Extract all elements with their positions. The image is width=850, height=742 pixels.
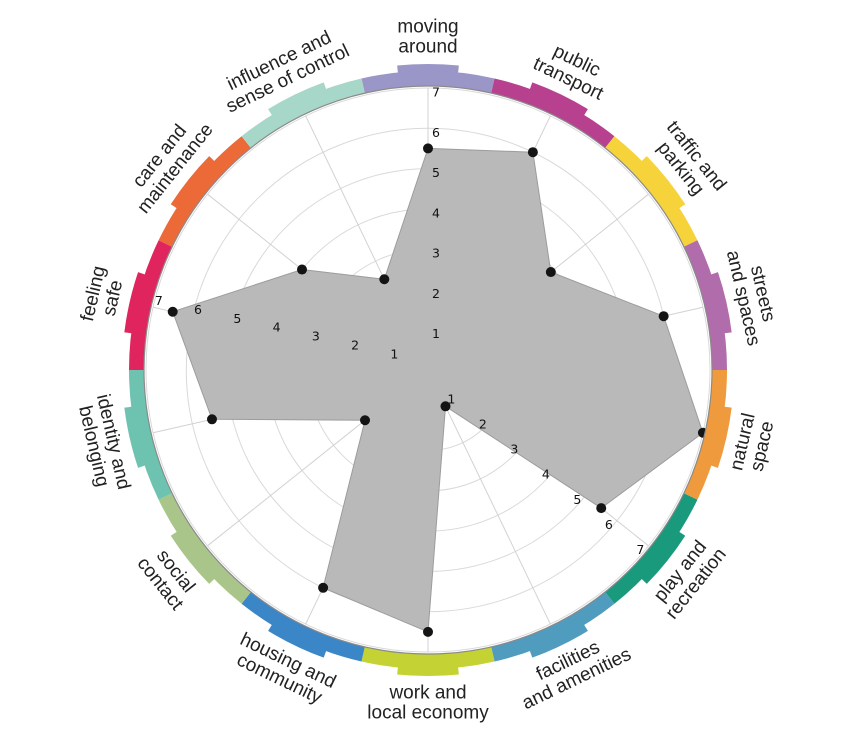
ring-tab-facilities-and-amenities [529, 624, 588, 658]
tick-label-play-and-recreation-7: 7 [636, 542, 644, 557]
tick-label-feeling-safe-3: 3 [312, 329, 320, 344]
tick-label-play-and-recreation-2: 2 [479, 417, 487, 432]
category-label-line: local economy [367, 703, 489, 724]
plot-boundary [143, 85, 713, 655]
ring-segment-natural-space [683, 370, 727, 500]
data-point-moving-around [423, 143, 433, 154]
ring-tab-public-transport [529, 82, 588, 116]
data-point-facilities-and-amenities [440, 401, 451, 412]
data-point-social-contact [360, 415, 371, 426]
data-point-identity-and-belonging [206, 414, 217, 425]
ring-segment-streets-and-spaces [683, 240, 727, 370]
tick-label-feeling-safe-5: 5 [233, 311, 241, 326]
tick-label-moving-around-4: 4 [432, 205, 440, 220]
category-label-line: moving [397, 17, 458, 38]
ring-tab-work-and-local-economy [397, 666, 459, 676]
tick-label-moving-around-6: 6 [432, 125, 440, 140]
ring-tab-housing-and-community [268, 624, 327, 658]
ring-tab-natural-space [710, 406, 732, 468]
data-point-influence-and-sense-of-control [379, 274, 390, 285]
ring-tab-care-and-maintenance [170, 156, 215, 209]
data-point-feeling-safe [167, 306, 178, 317]
tick-label-feeling-safe-6: 6 [194, 302, 202, 317]
ring-segment-housing-and-community [241, 592, 365, 662]
ring-segment-facilities-and-amenities [491, 592, 615, 662]
ring-segment-social-contact [158, 493, 251, 604]
ring-segment-care-and-maintenance [158, 136, 251, 247]
tick-label-moving-around-1: 1 [432, 326, 440, 341]
ring-tab-feeling-safe [124, 272, 146, 334]
tick-label-moving-around-3: 3 [432, 246, 440, 261]
tick-label-feeling-safe-1: 1 [390, 347, 398, 362]
ring-tab-identity-and-belonging [124, 406, 146, 468]
data-point-streets-and-spaces [658, 311, 669, 322]
ring-segment-influence-and-sense-of-control [241, 78, 365, 148]
data-area [172, 147, 704, 633]
data-point-traffic-and-parking [545, 267, 556, 278]
tick-label-moving-around-7: 7 [432, 85, 440, 100]
category-label-line: around [398, 37, 457, 58]
tick-label-play-and-recreation-3: 3 [510, 442, 518, 457]
tick-label-play-and-recreation-5: 5 [573, 492, 581, 507]
tick-label-feeling-safe-2: 2 [351, 338, 359, 353]
data-point-housing-and-community [318, 582, 329, 593]
tick-labels-layer: 1 2 3 4 5 6 7 1 2 3 4 5 6 7 1 2 3 4 5 6 7 [155, 85, 645, 558]
ring-segment-feeling-safe [129, 240, 173, 370]
data-point-work-and-local-economy [423, 626, 433, 637]
tick-label-play-and-recreation-1: 1 [447, 391, 455, 406]
data-point-play-and-recreation [596, 503, 607, 514]
outer-colour-ring [124, 63, 732, 676]
spoke-facilities-and-amenities [427, 369, 551, 625]
data-point-care-and-maintenance [297, 264, 308, 275]
tick-label-feeling-safe-4: 4 [273, 320, 281, 335]
ring-segment-traffic-and-parking [605, 136, 698, 247]
ring-tab-traffic-and-parking [641, 156, 686, 209]
category-label-line: work and [388, 683, 466, 704]
tick-label-play-and-recreation-4: 4 [542, 467, 550, 482]
tick-label-moving-around-2: 2 [432, 286, 440, 301]
ring-segment-play-and-recreation [605, 493, 698, 604]
ring-tab-influence-and-sense-of-control [268, 82, 327, 116]
ring-segment-identity-and-belonging [129, 370, 173, 500]
tick-label-play-and-recreation-6: 6 [605, 517, 613, 532]
ring-tab-play-and-recreation [641, 531, 686, 584]
data-area-layer [167, 143, 708, 637]
ring-tab-streets-and-spaces [710, 272, 732, 334]
tick-label-moving-around-5: 5 [432, 165, 440, 180]
ring-tab-social-contact [170, 531, 215, 584]
data-point-public-transport [527, 147, 538, 158]
tick-label-feeling-safe-7: 7 [155, 293, 163, 308]
ring-segment-public-transport [491, 78, 615, 148]
ring-tab-moving-around [397, 63, 459, 74]
